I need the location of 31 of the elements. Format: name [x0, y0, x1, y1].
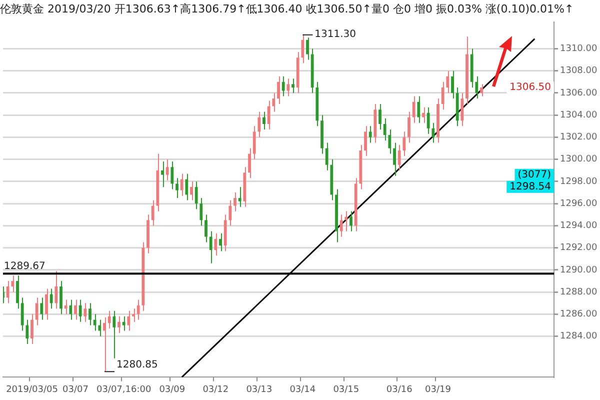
x-tick-label: 03/15 [333, 384, 360, 395]
y-tick-label: 1310.00 [560, 44, 598, 54]
x-tick-label: 03/19 [425, 384, 452, 395]
chart-title: 伦敦黄金 2019/03/20 开1306.63↑高1306.79↑低1306.40 收1306.50↑量0 仓0 增0 振0.03% 涨(0.10)0.01%↑ [0, 2, 574, 16]
annotation: 1280.85 [116, 360, 158, 371]
y-tick-label: 1288.00 [560, 287, 598, 298]
x-tick-label: 03/14 [290, 384, 316, 395]
x-tick-label: 03/12 [202, 384, 229, 395]
annotation: 1306.50 [510, 82, 551, 94]
y-tick-label: 1306.00 [560, 88, 598, 98]
annotation: (3077) [518, 169, 552, 180]
y-tick-label: 1308.00 [560, 66, 598, 76]
x-tick-label: 03/07 [62, 384, 88, 395]
y-tick-label: 1292.00 [560, 243, 598, 254]
y-tick-label: 1294.00 [560, 221, 598, 232]
x-tick-label: 03/16 [386, 384, 413, 395]
y-tick-label: 1302.00 [560, 132, 598, 143]
annotation: 1311.30 [314, 28, 356, 40]
y-tick-label: 1290.00 [560, 265, 598, 276]
y-tick-label: 1298.00 [560, 176, 598, 187]
y-tick-label: 1296.00 [560, 198, 598, 209]
ref-line-label: 1289.67 [4, 261, 46, 272]
x-tick-label: 03/09 [159, 384, 186, 395]
y-tick-label: 1284.00 [560, 332, 598, 342]
y-tick-label: 1286.00 [560, 310, 598, 320]
x-tick-label: 03/13 [246, 384, 272, 395]
x-tick-label: 2019/03/05 [6, 384, 58, 395]
x-tick-label: 03/07,16:00 [96, 384, 152, 395]
y-tick-label: 1300.00 [560, 154, 598, 165]
annotation: 1298.54 [510, 181, 551, 192]
y-tick-label: 1304.00 [560, 110, 598, 120]
